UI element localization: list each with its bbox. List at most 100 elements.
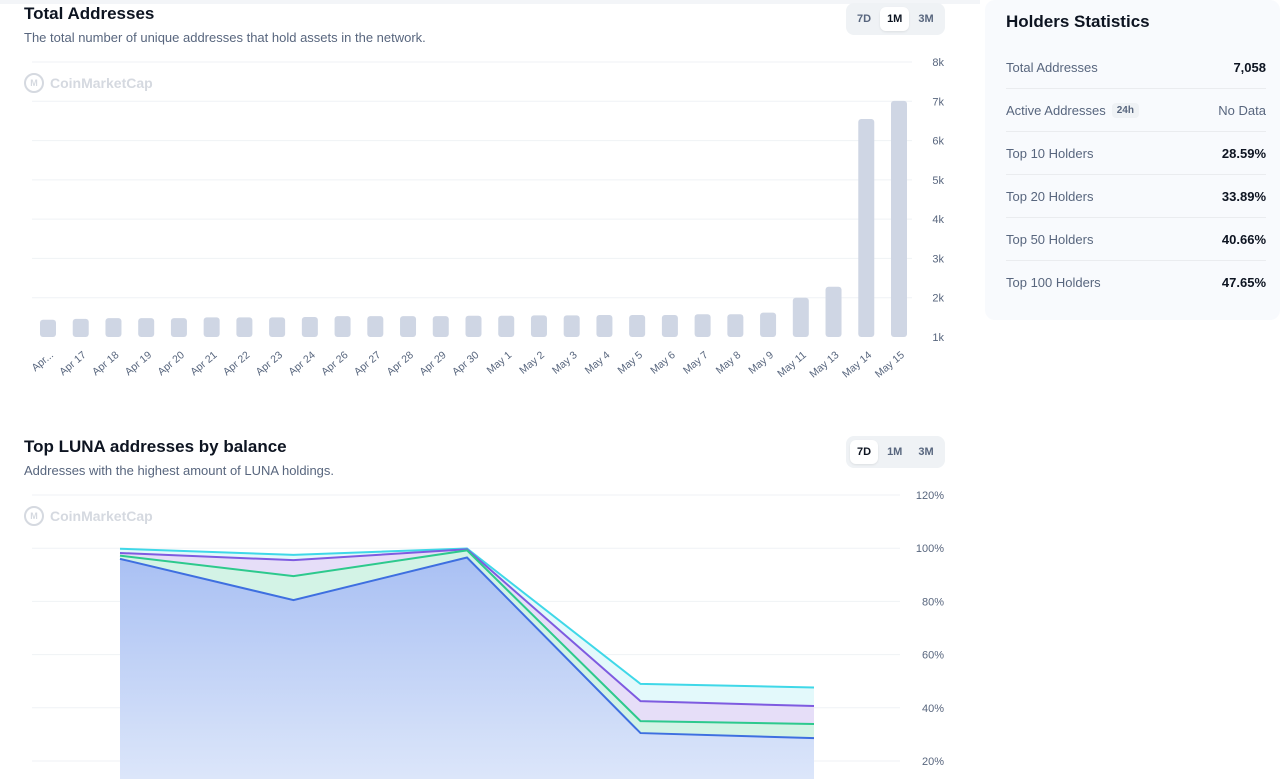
total-addresses-bar-chart: 1k 2k 3k 4k 5k 6k 7k 8k Apr... Apr 17 Apr 18 Apr 19… [29, 57, 944, 380]
bar [858, 118, 875, 337]
area-fill [120, 550, 814, 739]
x-tick-label: May 4 [583, 349, 613, 377]
bar [170, 318, 187, 337]
series-line [119, 548, 815, 708]
bar [563, 315, 580, 337]
bar [72, 318, 89, 337]
watermark-text: CoinMarketCap [50, 508, 153, 524]
bar [727, 314, 744, 337]
x-tick-label: Apr 26 [319, 349, 351, 378]
total-addresses-range-tabs: 7D 1M 3M [846, 3, 945, 35]
bar [596, 315, 613, 337]
y-tick-label: 6k [932, 136, 944, 148]
y-tick-label: 60% [922, 650, 944, 662]
x-tick-label: Apr 17 [57, 349, 89, 378]
bar [465, 315, 482, 337]
bar [825, 286, 842, 337]
bar [105, 318, 122, 337]
total-addresses-subtitle: The total number of unique addresses tha… [24, 30, 426, 45]
watermark: M CoinMarketCap [24, 73, 153, 93]
y-tick-label: 3k [932, 253, 944, 265]
x-tick-label: May 9 [746, 349, 776, 377]
x-tick-label: Apr 18 [90, 349, 122, 378]
top-luna-area-chart: 20% 40% 60% 80% 100% 120% [32, 490, 944, 779]
stat-row-top-100: Top 100 Holders 47.65% [1006, 261, 1266, 304]
x-tick-label: Apr 30 [450, 349, 482, 378]
bar [367, 316, 384, 337]
top-border [0, 0, 980, 4]
top-luna-subtitle: Addresses with the highest amount of LUN… [24, 463, 335, 478]
x-tick-label: May 11 [775, 349, 809, 380]
x-tick-label: Apr 28 [385, 349, 417, 378]
area-fill [120, 549, 814, 725]
tab-1m[interactable]: 1M [880, 7, 910, 31]
bar [301, 316, 318, 337]
x-tick-label: May 2 [517, 349, 547, 377]
y-tick-label: 7k [932, 96, 944, 108]
stat-label: Top 50 Holders [1006, 231, 1094, 247]
stat-label: Total Addresses [1006, 59, 1098, 75]
tab-7d[interactable]: 7D [850, 440, 879, 464]
stat-row-top-20: Top 20 Holders 33.89% [1006, 175, 1266, 218]
stat-label: Top 20 Holders [1006, 188, 1094, 204]
stat-row-top-10: Top 10 Holders 28.59% [1006, 132, 1266, 175]
stat-label: Top 100 Holders [1006, 275, 1101, 290]
stat-row-top-50: Top 50 Holders 40.66% [1006, 218, 1266, 261]
coinmarketcap-logo-icon: M [24, 73, 44, 93]
y-tick-label: 20% [922, 756, 944, 768]
bar [694, 314, 711, 337]
stat-value: 28.59% [1221, 145, 1266, 161]
x-tick-label: Apr 27 [352, 349, 384, 378]
y-tick-label: 8k [932, 57, 944, 69]
x-tick-label: May 8 [714, 349, 744, 377]
bar [203, 317, 220, 337]
bar [498, 315, 515, 337]
bar [334, 316, 351, 337]
bar [432, 316, 449, 337]
holders-statistics-title: Holders Statistics [1006, 12, 1150, 31]
bar [40, 319, 56, 337]
stat-label: Active Addresses [1006, 102, 1106, 118]
bar [760, 312, 777, 337]
tab-7d[interactable]: 7D [857, 13, 872, 25]
x-tick-label: Apr... [29, 349, 55, 374]
holders-statistics-panel: Holders Statistics Total Addresses 7,058… [985, 0, 1280, 320]
series-line [119, 549, 815, 726]
total-addresses-title: Total Addresses [24, 4, 155, 23]
y-tick-label: 4k [932, 214, 944, 226]
bar [792, 297, 809, 337]
watermark-text: CoinMarketCap [50, 75, 153, 91]
bar [891, 100, 907, 338]
x-tick-label: May 1 [485, 349, 515, 377]
tab-3m[interactable]: 3M [918, 13, 934, 25]
y-tick-label: 120% [916, 490, 944, 502]
x-tick-label: Apr 23 [254, 349, 286, 378]
y-tick-label: 2k [932, 293, 944, 305]
x-tick-label: Apr 20 [155, 349, 187, 378]
area-fill [120, 557, 814, 779]
bar [138, 318, 155, 337]
y-tick-label: 80% [922, 596, 944, 608]
x-tick-label: Apr 19 [123, 349, 155, 378]
tab-1m[interactable]: 1M [887, 446, 903, 458]
top-luna-range-tabs: 7D 1M 3M [846, 436, 945, 468]
series-line [119, 556, 815, 740]
tab-3m[interactable]: 3M [918, 446, 934, 458]
bar [530, 315, 547, 337]
x-tick-label: May 15 [873, 349, 907, 380]
y-tick-label: 5k [932, 175, 944, 187]
period-badge: 24h [1111, 102, 1139, 118]
x-tick-label: May 3 [550, 349, 580, 377]
bar [629, 315, 646, 337]
stat-value: 40.66% [1221, 231, 1266, 247]
stat-value: 7,058 [1233, 59, 1266, 75]
stat-value: 33.89% [1221, 188, 1266, 204]
stat-label: Top 10 Holders [1006, 145, 1094, 161]
x-tick-label: May 6 [648, 349, 678, 377]
watermark: M CoinMarketCap [24, 506, 153, 526]
stat-row-total-addresses: Total Addresses 7,058 [1006, 46, 1266, 89]
bar [400, 316, 417, 337]
x-tick-label: Apr 21 [188, 349, 220, 378]
x-tick-label: Apr 22 [221, 349, 253, 378]
top-luna-title: Top LUNA addresses by balance [24, 437, 287, 456]
